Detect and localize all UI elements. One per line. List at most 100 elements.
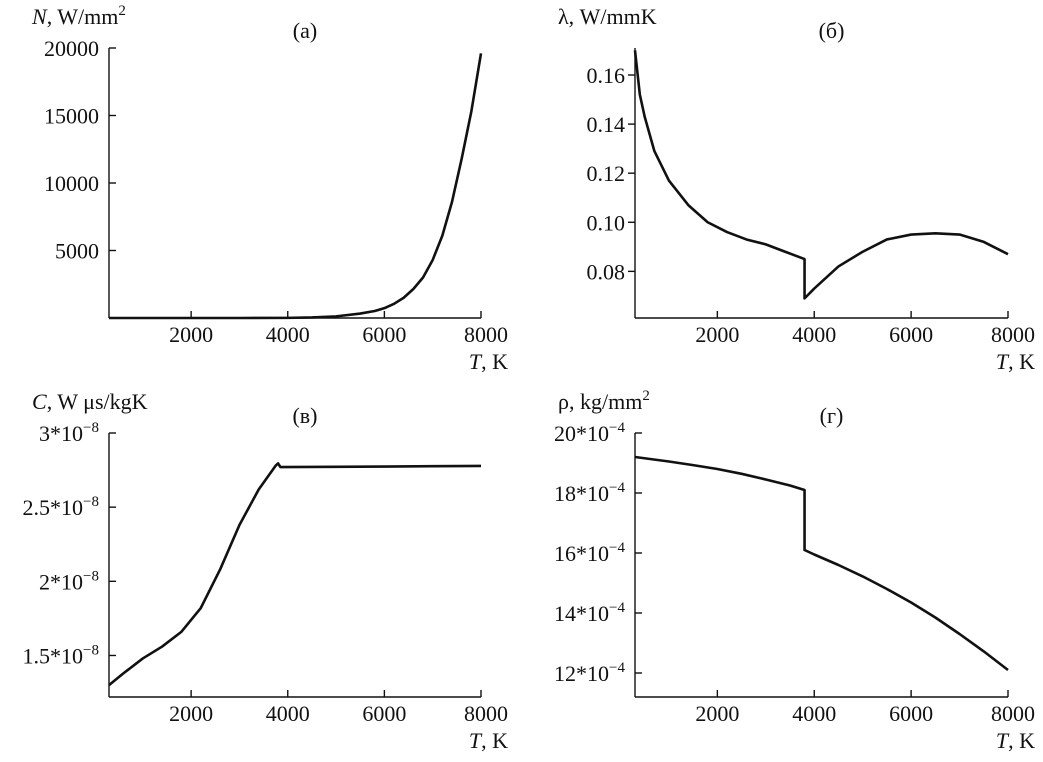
x-axis-unit: , K — [1008, 349, 1035, 374]
x-tick-label: 2000 — [695, 322, 739, 347]
y-tick-label: 12*10−4 — [554, 660, 625, 686]
x-axis-variable: T — [996, 349, 1010, 374]
x-tick-label: 4000 — [266, 701, 310, 726]
panel-label: (б) — [819, 18, 845, 43]
y-tick-label: 5000 — [55, 239, 99, 264]
x-axis-label: T, K — [996, 349, 1035, 374]
x-tick-label: 6000 — [362, 701, 406, 726]
y-tick-exponent: −4 — [609, 660, 625, 676]
y-tick-text: 20*10 — [554, 421, 609, 446]
y-tick-exponent: −8 — [83, 568, 99, 584]
y-axis-variable: λ — [558, 4, 569, 29]
x-tick-label: 4000 — [266, 322, 310, 347]
x-axis-variable: T — [996, 728, 1010, 753]
y-tick-label: 0.14 — [587, 112, 626, 137]
y-tick-label: 0.16 — [587, 63, 626, 88]
y-tick-text: 10000 — [44, 171, 99, 196]
series-line — [634, 455, 1009, 672]
y-axis-unit: , W μs/kgK — [47, 389, 148, 414]
y-tick-label: 10000 — [44, 171, 99, 196]
y-tick-label: 18*10−4 — [554, 480, 625, 506]
y-axis-unit: , kg/mm — [569, 389, 642, 414]
y-axis-label: ρ, kg/mm2 — [558, 388, 650, 414]
y-tick-exponent: −8 — [83, 420, 99, 436]
y-tick-label: 1.5*10−8 — [23, 642, 99, 668]
series-line — [109, 53, 483, 320]
y-tick-label: 3*10−8 — [39, 420, 99, 446]
y-axis-label: λ, W/mmK — [558, 4, 657, 29]
y-tick-label: 15000 — [44, 104, 99, 129]
y-tick-text: 3*10 — [39, 421, 83, 446]
y-tick-exponent: −4 — [609, 480, 625, 496]
y-tick-label: 20000 — [44, 36, 99, 61]
y-tick-text: 2*10 — [39, 569, 83, 594]
panel-label: (г) — [820, 403, 844, 428]
y-axis-variable: N — [31, 4, 48, 29]
x-axis-label: T, K — [469, 349, 508, 374]
y-tick-exponent: −8 — [83, 494, 99, 510]
x-tick-label: 2000 — [695, 701, 739, 726]
y-tick-label: 2.5*10−8 — [23, 494, 99, 520]
y-tick-text: 0.12 — [587, 161, 626, 186]
y-tick-text: 18*10 — [554, 481, 609, 506]
x-tick-label: 4000 — [792, 322, 836, 347]
x-axis-label: T, K — [996, 728, 1035, 753]
panel-label: (в) — [292, 403, 317, 428]
y-axis-label: C, W μs/kgK — [32, 389, 148, 414]
y-tick-text: 0.08 — [587, 259, 626, 284]
x-axis-unit: , K — [481, 728, 508, 753]
y-tick-label: 0.08 — [587, 259, 626, 284]
y-tick-text: 1.5*10 — [23, 643, 84, 668]
y-tick-text: 0.16 — [587, 63, 626, 88]
y-tick-label: 0.12 — [587, 161, 626, 186]
y-tick-text: 16*10 — [554, 541, 609, 566]
y-tick-text: 5000 — [55, 239, 99, 264]
y-axis-unit: , W/mmK — [569, 4, 657, 29]
series-line — [108, 462, 482, 687]
x-tick-label: 8000 — [464, 701, 508, 726]
x-tick-label: 2000 — [169, 701, 213, 726]
x-axis-variable: T — [469, 349, 483, 374]
y-axis-unit-exponent: 2 — [118, 3, 126, 19]
y-axis-label: N, W/mm2 — [31, 3, 126, 29]
y-tick-exponent: −4 — [609, 540, 625, 556]
x-tick-label: 8000 — [464, 322, 508, 347]
y-axis-unit: , W/mm — [47, 4, 119, 29]
y-tick-text: 20000 — [44, 36, 99, 61]
y-tick-label: 0.10 — [587, 210, 626, 235]
x-axis-unit: , K — [1008, 728, 1035, 753]
y-tick-label: 14*10−4 — [554, 600, 625, 626]
y-axis-variable: ρ — [558, 389, 569, 414]
y-tick-exponent: −8 — [83, 642, 99, 658]
x-tick-label: 6000 — [889, 322, 933, 347]
x-tick-label: 8000 — [991, 701, 1035, 726]
y-tick-text: 14*10 — [554, 601, 609, 626]
y-tick-exponent: −4 — [609, 600, 625, 616]
x-axis-unit: , K — [481, 349, 508, 374]
y-tick-text: 2.5*10 — [23, 495, 84, 520]
y-tick-text: 12*10 — [554, 661, 609, 686]
y-tick-label: 2*10−8 — [39, 568, 99, 594]
x-axis-variable: T — [469, 728, 483, 753]
y-tick-exponent: −4 — [609, 420, 625, 436]
x-axis-label: T, K — [469, 728, 508, 753]
x-tick-label: 2000 — [169, 322, 213, 347]
y-tick-text: 0.14 — [587, 112, 626, 137]
x-tick-label: 4000 — [792, 701, 836, 726]
y-tick-label: 20*10−4 — [554, 420, 625, 446]
y-tick-text: 0.10 — [587, 210, 626, 235]
x-tick-label: 6000 — [889, 701, 933, 726]
x-tick-label: 6000 — [362, 322, 406, 347]
y-axis-unit-exponent: 2 — [642, 388, 650, 404]
x-tick-label: 8000 — [991, 322, 1035, 347]
y-tick-label: 16*10−4 — [554, 540, 625, 566]
series-line — [633, 50, 1009, 300]
y-axis-variable: C — [32, 389, 47, 414]
panel-label: (а) — [293, 18, 317, 43]
y-tick-text: 15000 — [44, 104, 99, 129]
